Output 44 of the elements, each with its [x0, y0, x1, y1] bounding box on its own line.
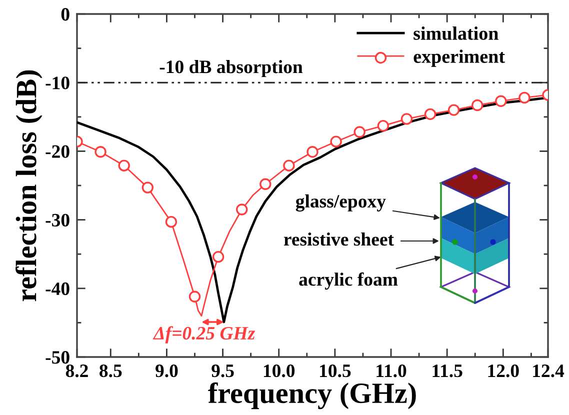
- point: [472, 99, 484, 112]
- annotation: glass/epoxy: [296, 194, 386, 212]
- y-tick-label: 0: [61, 8, 70, 21]
- point: [400, 113, 413, 125]
- point: [142, 182, 154, 194]
- point: [260, 178, 272, 190]
- point: [165, 216, 178, 228]
- x-tick-label: 12.0: [488, 364, 519, 378]
- point: [354, 126, 366, 138]
- y-axis-title: reflection loss (dB): [16, 70, 42, 302]
- annotation: acrylic foam: [299, 272, 398, 290]
- x-tick-label: 8.5: [100, 364, 122, 378]
- point: [518, 92, 530, 104]
- legend-label: simulation: [414, 26, 498, 40]
- point: [118, 160, 130, 172]
- x-tick-label: 10.5: [320, 364, 351, 378]
- x-tick-label: 12.4: [533, 364, 564, 378]
- x-tick-label: 11.0: [376, 364, 406, 378]
- point: [283, 160, 295, 172]
- legend-label: experiment: [414, 50, 505, 67]
- x-tick-label: 10.0: [264, 364, 295, 378]
- x-axis-title: frequency (GHz): [208, 382, 416, 410]
- annotation: resistive sheet: [284, 232, 394, 246]
- y-tick-label: -10: [46, 76, 70, 90]
- y-tick-label: -40: [46, 282, 70, 296]
- point: [330, 136, 342, 148]
- x-tick-label: 11.5: [432, 364, 462, 378]
- point: [495, 95, 507, 107]
- point: [448, 104, 460, 116]
- point: [236, 204, 248, 216]
- point: [212, 251, 224, 263]
- x-tick-label: 8.2: [66, 364, 88, 378]
- point: [424, 108, 436, 120]
- point: [377, 120, 389, 132]
- point: [94, 146, 106, 158]
- ref-line-label: -10 dB absorption: [160, 60, 303, 78]
- x-tick-label: 9.5: [212, 364, 234, 378]
- y-tick-label: -20: [46, 145, 70, 158]
- x-tick-label: 9.0: [156, 364, 178, 378]
- y-tick-label: -30: [46, 214, 70, 226]
- annotation: Δf=0.25 GHz: [152, 326, 256, 344]
- point: [306, 146, 318, 158]
- point: [188, 290, 201, 302]
- y-tick-label: -50: [46, 351, 70, 364]
